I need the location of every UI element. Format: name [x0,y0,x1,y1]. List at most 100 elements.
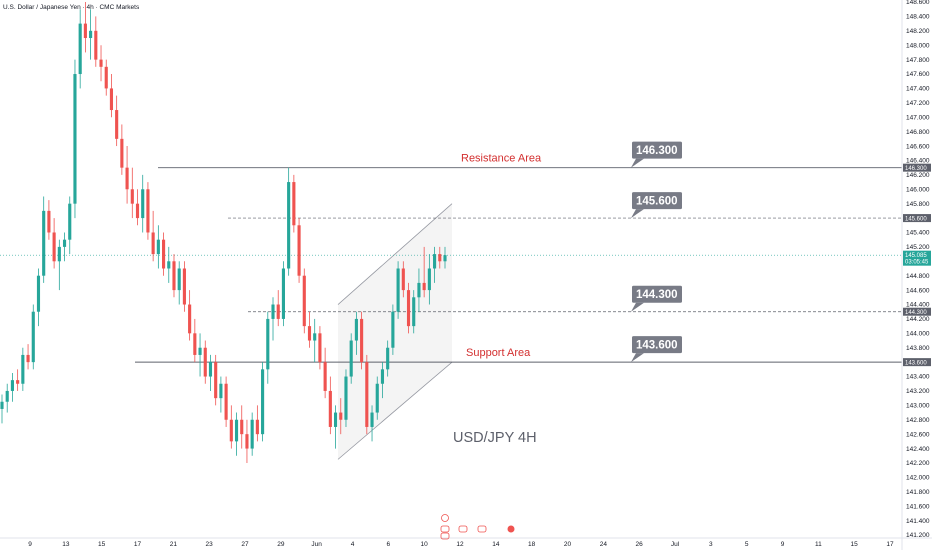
y-tick-label: 146.800 [906,129,930,136]
candle-down [120,124,124,175]
candle-down [94,16,98,67]
candle-up [354,311,358,355]
candle-body [141,189,145,219]
candle-up [427,254,431,305]
callout-box [632,336,682,354]
x-tick-label: 5 [745,541,749,548]
price-axis: 148.600 148.400 148.200 148.000 147.800 147.6… [901,0,931,550]
candle-body [433,254,437,269]
event-flag-icon[interactable] [440,532,450,540]
candle-body [57,246,61,262]
candle-body [26,354,30,363]
level-callout[interactable]: 145.600 [631,192,682,219]
level-callout[interactable]: 146.300 [631,141,682,168]
candle-up [177,261,181,305]
y-tick-label: 144.800 [906,273,930,280]
candle-body [62,239,67,247]
event-flag-icon[interactable] [477,525,487,533]
countdown-text: 03:05:45 [905,260,929,266]
event-flag-icon[interactable] [458,525,468,533]
candle-up [433,246,437,283]
candle-body [318,333,322,363]
x-tick-label: 14 [492,541,500,548]
callout-pointer [631,302,644,312]
price-tag-bg [903,163,931,172]
callout-pointer [631,158,644,168]
x-tick-label: 18 [528,541,536,548]
candle-up [287,167,291,276]
candle-body [156,239,160,255]
level-callout[interactable]: 144.300 [631,285,682,312]
candle-body [146,189,150,233]
event-flag-icon[interactable] [441,514,449,522]
x-tick-label: 15 [98,541,106,548]
y-tick-label: 146.200 [906,172,930,179]
candlestick-series [0,2,447,463]
candle-down [328,376,332,435]
candle-down [406,282,411,334]
channel-upper-line[interactable] [337,203,453,305]
y-tick-label: 144.000 [906,331,930,338]
event-flag-icon[interactable] [507,525,515,533]
x-tick-label: 9 [781,541,785,548]
candle-body [412,297,416,327]
candle-down [339,398,343,435]
candle-body [130,189,134,204]
candle-up [443,246,447,269]
candle-body [229,419,233,442]
candle-up [73,59,77,219]
x-tick-label: 17 [134,541,142,548]
price-tag-text: 146.300 [905,166,927,172]
candle-down [323,347,327,399]
candle-body [89,30,93,39]
candle-down [224,376,228,427]
candle-down [255,405,259,442]
candle-up [349,333,353,384]
y-tick-label: 147.600 [906,71,930,78]
candle-up [89,9,93,60]
channel-lower-line[interactable] [337,361,453,460]
candle-body [333,412,338,427]
y-tick-label: 142.200 [906,460,930,467]
y-tick-label: 143.800 [906,345,930,352]
candle-body [16,380,20,384]
candle-up [5,383,9,413]
candle-up [313,318,317,363]
callout-box [632,192,682,210]
price-tag-bg [903,307,931,316]
candle-down [318,326,322,370]
candle-down [83,2,87,53]
event-flag-icon[interactable] [440,525,450,533]
price-tag-text: 143.600 [905,360,927,366]
x-tick-label: 27 [241,541,249,548]
y-tick-label: 143.000 [906,403,930,410]
candle-up [271,297,275,341]
level-callout[interactable]: 143.600 [631,336,682,363]
candle-body [177,268,181,291]
y-tick-label: 142.000 [906,475,930,482]
y-tick-label: 141.200 [906,532,930,539]
candle-up [261,362,265,442]
symbol-title: U.S. Dollar / Japanese Yen · 4h · CMC Ma… [3,4,140,11]
x-tick-label: 23 [206,541,214,548]
candle-body [120,138,124,168]
candle-body [104,66,108,89]
candle-down [109,74,114,118]
candle-down [240,405,244,449]
callout-pointer [631,353,644,363]
candle-down [151,210,155,262]
candle-down [276,290,280,327]
candle-body [401,268,405,291]
candle-body [151,232,155,255]
candle-body [198,347,202,355]
callout-text: 144.300 [636,289,678,301]
candle-body [36,275,41,312]
candle-up [208,354,213,391]
candle-body [276,304,280,319]
callout-pointer [631,209,644,219]
candle-body [109,88,114,111]
candle-up [68,196,72,255]
candle-up [380,362,385,399]
candle-body [261,369,265,435]
